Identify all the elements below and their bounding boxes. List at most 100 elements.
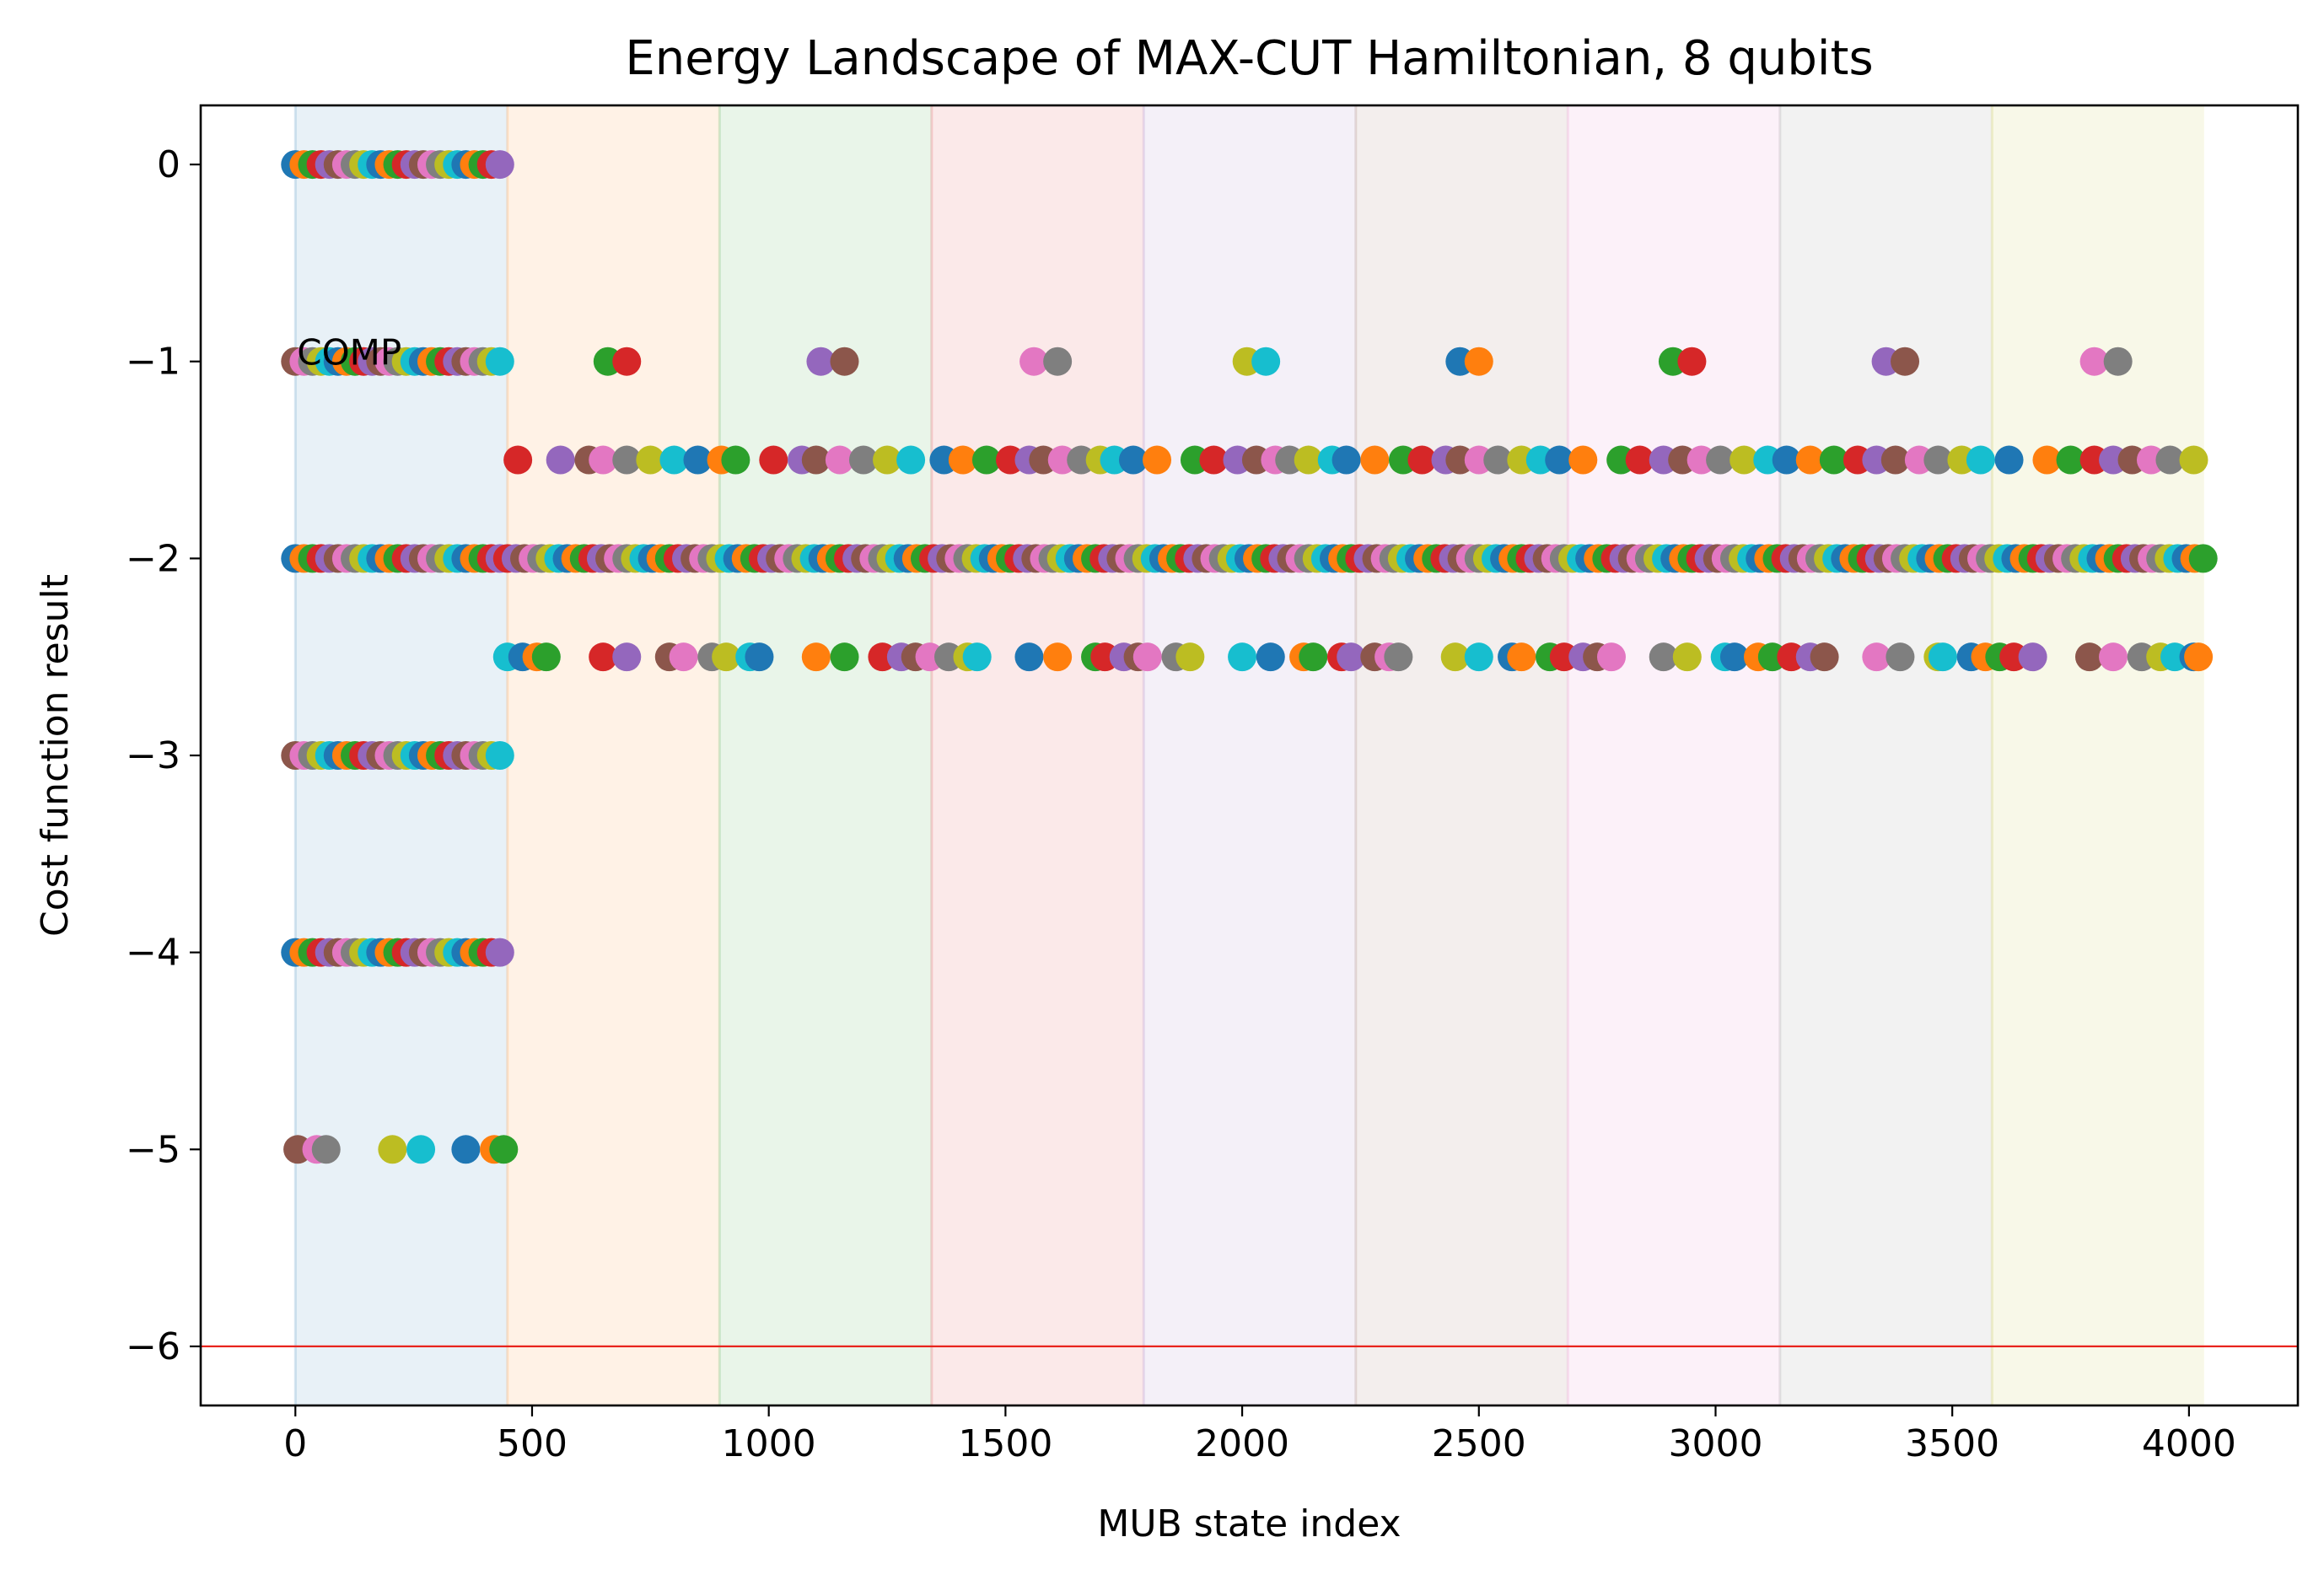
- data-point: [2188, 544, 2218, 573]
- data-point: [451, 1135, 481, 1164]
- data-point: [1043, 642, 1073, 672]
- data-point: [1730, 445, 1759, 475]
- data-point: [1928, 642, 1957, 672]
- data-point: [503, 445, 533, 475]
- data-point: [485, 347, 514, 376]
- data-point: [1299, 642, 1328, 672]
- data-point: [1810, 642, 1839, 672]
- region-4: [1143, 105, 1356, 1405]
- data-point: [971, 445, 1001, 475]
- data-point: [721, 445, 750, 475]
- data-point: [1596, 642, 1626, 672]
- data-point: [1464, 347, 1493, 376]
- y-tick-label: −2: [126, 537, 180, 580]
- data-point: [830, 642, 859, 672]
- x-tick-label: 3000: [1668, 1422, 1762, 1465]
- data-point: [546, 445, 575, 475]
- data-point: [2179, 445, 2208, 475]
- data-point: [1706, 445, 1735, 475]
- scatter-points: [281, 150, 2218, 1164]
- data-point: [1331, 445, 1361, 475]
- data-point: [1677, 347, 1707, 376]
- data-point: [1384, 642, 1413, 672]
- x-tick-label: 4000: [2142, 1422, 2236, 1465]
- region-8: [1992, 105, 2204, 1405]
- data-point: [801, 445, 831, 475]
- x-axis-label: MUB state index: [1097, 1502, 1401, 1545]
- data-point: [1568, 445, 1598, 475]
- data-point: [2099, 642, 2128, 672]
- data-point: [612, 445, 642, 475]
- data-point: [485, 150, 514, 180]
- data-point: [1440, 642, 1470, 672]
- data-point: [683, 445, 713, 475]
- data-point: [759, 445, 788, 475]
- data-point: [1360, 445, 1390, 475]
- y-axis: 0 −1 −2 −3 −4 −5 −6: [126, 143, 201, 1368]
- data-point: [712, 642, 741, 672]
- data-point: [848, 445, 878, 475]
- data-point: [2018, 642, 2047, 672]
- data-point: [612, 347, 642, 376]
- x-tick-label: 2000: [1195, 1422, 1289, 1465]
- data-point: [589, 642, 618, 672]
- y-tick-label: −1: [126, 341, 180, 384]
- region-5: [1355, 105, 1568, 1405]
- data-point: [1019, 347, 1049, 376]
- data-point: [1966, 445, 1995, 475]
- data-point: [636, 445, 665, 475]
- data-point: [2184, 642, 2214, 672]
- data-point: [485, 938, 514, 967]
- region-1: [507, 105, 720, 1405]
- data-point: [2155, 445, 2185, 475]
- data-point: [2032, 445, 2062, 475]
- chart-title: Energy Landscape of MAX-CUT Hamiltonian,…: [625, 31, 1873, 86]
- data-point: [2079, 347, 2109, 376]
- data-point: [1819, 445, 1848, 475]
- data-point: [659, 445, 689, 475]
- data-point: [1994, 445, 2024, 475]
- data-point: [669, 642, 698, 672]
- data-point: [2074, 642, 2104, 672]
- x-tick-label: 1500: [958, 1422, 1052, 1465]
- data-point: [589, 445, 618, 475]
- y-tick-label: −6: [126, 1325, 180, 1368]
- x-tick-label: 500: [497, 1422, 568, 1465]
- data-point: [962, 642, 992, 672]
- data-point: [1923, 445, 1953, 475]
- data-point: [1043, 347, 1073, 376]
- data-point: [1251, 347, 1281, 376]
- data-point: [1880, 445, 1910, 475]
- y-tick-label: −3: [126, 734, 180, 777]
- data-point: [1649, 642, 1678, 672]
- region-6: [1568, 105, 1780, 1405]
- data-point: [896, 445, 926, 475]
- data-point: [1719, 642, 1749, 672]
- data-point: [825, 445, 854, 475]
- x-tick-label: 2500: [1432, 1422, 1526, 1465]
- data-point: [612, 642, 642, 672]
- data-point: [489, 1135, 519, 1164]
- data-point: [1175, 642, 1205, 672]
- basis-regions: [293, 105, 2204, 1405]
- data-point: [406, 1135, 436, 1164]
- data-point: [1014, 642, 1044, 672]
- data-point: [1672, 642, 1702, 672]
- data-point: [485, 741, 514, 770]
- x-tick-label: 0: [283, 1422, 307, 1465]
- data-point: [948, 445, 977, 475]
- data-point: [873, 445, 902, 475]
- data-point: [1143, 445, 1172, 475]
- data-point: [830, 347, 859, 376]
- data-point: [1256, 642, 1285, 672]
- data-point: [1464, 642, 1493, 672]
- comp-annotation: COMP: [297, 332, 401, 374]
- x-tick-label: 1000: [722, 1422, 816, 1465]
- data-point: [1337, 642, 1366, 672]
- y-tick-label: −4: [126, 932, 180, 975]
- data-point: [1199, 445, 1229, 475]
- y-axis-label: Cost function result: [34, 574, 77, 937]
- data-point: [2103, 347, 2133, 376]
- data-point: [2056, 445, 2085, 475]
- data-point: [1132, 642, 1162, 672]
